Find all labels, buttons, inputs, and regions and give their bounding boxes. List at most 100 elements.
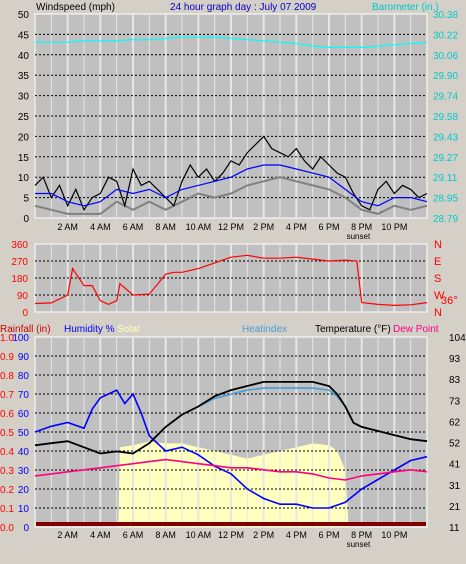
wind-series	[34, 36, 428, 215]
compass-tick-label: N	[434, 239, 442, 251]
windspeed-tick-label: 0	[23, 214, 29, 225]
heatindex-label: Heatindex	[242, 324, 287, 335]
rainfall-tick-label: 0.0	[0, 523, 14, 534]
sunset-label: sunset	[347, 232, 371, 241]
time-tick-label: 6 AM	[123, 222, 144, 232]
humidity-tick-label: 0	[23, 523, 29, 534]
compass-tick-label: S	[434, 273, 441, 285]
windspeed-tick-label: 10	[18, 173, 30, 184]
wind-line-2	[35, 164, 428, 207]
time-tick-label: 6 PM	[318, 222, 339, 232]
windspeed-tick-label: 5	[23, 194, 29, 205]
humidity-tick-label: 50	[18, 428, 30, 439]
humidity-tick-label: 100	[12, 333, 29, 344]
chart-title: 24 hour graph day : July 07 2009	[170, 2, 317, 13]
humidity-tick-label: 90	[18, 352, 30, 363]
rainfall-ticks: 0.0 0.1 0.2 0.3 0.4 0.5 0.6 0.7 0.8 0.9 1.0	[0, 333, 14, 534]
humidity-tick-label: 70	[18, 390, 30, 401]
humidity-tick-label: 10	[18, 504, 30, 515]
temperature-tick-label: 21	[449, 502, 461, 513]
temperature-tick-label: 93	[449, 354, 461, 365]
temperature-tick-label: 52	[449, 439, 461, 450]
wind-line-0	[34, 135, 428, 212]
temperature-tick-label: 41	[449, 460, 461, 471]
temperature-panel-grid	[35, 337, 427, 527]
rainfall-tick-label: 0.9	[0, 352, 14, 363]
humidity-tick-label: 20	[18, 485, 30, 496]
humidity-tick-label: 30	[18, 466, 30, 477]
rainfall-tick-label: 0.5	[0, 428, 14, 439]
barometer-tick-label: 29.90	[433, 71, 458, 82]
rainfall-tick-label: 0.2	[0, 485, 14, 496]
dewpoint-label: Dew Point	[393, 324, 439, 335]
windspeed-tick-label: 40	[18, 51, 30, 62]
barometer-axis-label: Barometer (in.)	[372, 2, 439, 13]
wind-line-1	[34, 176, 428, 215]
wind-time-ticks: 2 AM 4 AM 6 AM 8 AM 10 AM 12 PM 2 PM 4 PM 6 PM 8 …	[57, 222, 407, 241]
temperature-tick-label: 73	[449, 396, 461, 407]
time-tick-label: 6 PM	[318, 530, 339, 540]
temperature-series	[34, 380, 428, 526]
windspeed-ticks: 0 5 10 15 20 25 30 35 40 45 50	[18, 10, 30, 225]
humidity-tick-label: 80	[18, 371, 30, 382]
time-tick-label: 10 PM	[381, 530, 407, 540]
current-direction-label: 36°	[441, 295, 458, 307]
rainfall-tick-label: 0.7	[0, 390, 14, 401]
time-tick-label: 8 PM	[351, 530, 372, 540]
rainfall-tick-label: 0.3	[0, 466, 14, 477]
barometer-tick-label: 30.22	[433, 30, 458, 41]
direction-tick-label: 0	[22, 308, 28, 319]
windspeed-tick-label: 15	[18, 153, 30, 164]
direction-tick-label: 270	[11, 257, 28, 268]
windspeed-tick-label: 50	[18, 10, 30, 21]
compass-tick-label: E	[434, 256, 441, 268]
humidity-tick-label: 60	[18, 409, 30, 420]
temperature-line	[34, 380, 428, 455]
time-tick-label: 2 AM	[57, 222, 78, 232]
direction-degree-ticks: 0 90 180 270 360	[11, 240, 28, 319]
barometer-tick-label: 29.11	[433, 173, 458, 184]
rainfall-tick-label: 0.4	[0, 447, 14, 458]
windspeed-tick-label: 30	[18, 92, 30, 103]
rainfall-tick-label: 0.8	[0, 371, 14, 382]
barometer-tick-label: 28.79	[433, 214, 458, 225]
time-tick-label: 12 PM	[218, 530, 244, 540]
windspeed-tick-label: 25	[18, 112, 30, 123]
temperature-time-ticks: 2 AM 4 AM 6 AM 8 AM 10 AM 12 PM 2 PM 4 PM 6 PM 8 …	[57, 530, 407, 549]
windspeed-tick-label: 45	[18, 30, 30, 41]
windspeed-tick-label: 35	[18, 71, 30, 82]
time-tick-label: 8 PM	[351, 222, 372, 232]
temperature-label: Temperature (°F)	[315, 324, 391, 335]
temperature-tick-label: 83	[449, 375, 461, 386]
rainfall-tick-label: 0.6	[0, 409, 14, 420]
windspeed-axis-label: Windspeed (mph)	[36, 2, 115, 13]
solar-label: Solar	[117, 324, 141, 335]
barometer-tick-label: 29.27	[433, 153, 458, 164]
sunset-label: sunset	[347, 540, 371, 549]
time-tick-label: 10 PM	[381, 222, 407, 232]
direction-tick-label: 180	[11, 274, 28, 285]
temperature-ticks: 11 21 31 41 52 62 73 83 93 104	[449, 333, 466, 534]
barometer-tick-label: 29.43	[433, 132, 458, 143]
humidity-tick-label: 40	[18, 447, 30, 458]
barometer-tick-label: 28.95	[433, 194, 458, 205]
rainfall-bar	[36, 522, 426, 526]
temperature-tick-label: 11	[449, 523, 460, 534]
time-tick-label: 2 AM	[57, 530, 78, 540]
time-tick-label: 8 AM	[155, 530, 176, 540]
direction-tick-label: 90	[17, 291, 29, 302]
rainfall-tick-label: 0.1	[0, 504, 14, 515]
direction-series	[34, 254, 428, 307]
time-tick-label: 4 PM	[286, 222, 307, 232]
time-tick-label: 4 AM	[90, 222, 111, 232]
dewpoint-line	[34, 458, 428, 481]
time-tick-label: 4 PM	[286, 530, 307, 540]
direction-line	[34, 254, 428, 307]
barometer-tick-label: 29.58	[433, 112, 458, 123]
time-tick-label: 12 PM	[218, 222, 244, 232]
temperature-tick-label: 31	[449, 481, 461, 492]
humidity-ticks: 0 10 20 30 40 50 60 70 80 90 100	[12, 333, 29, 534]
time-tick-label: 10 AM	[186, 530, 212, 540]
compass-tick-label: W	[434, 290, 445, 302]
